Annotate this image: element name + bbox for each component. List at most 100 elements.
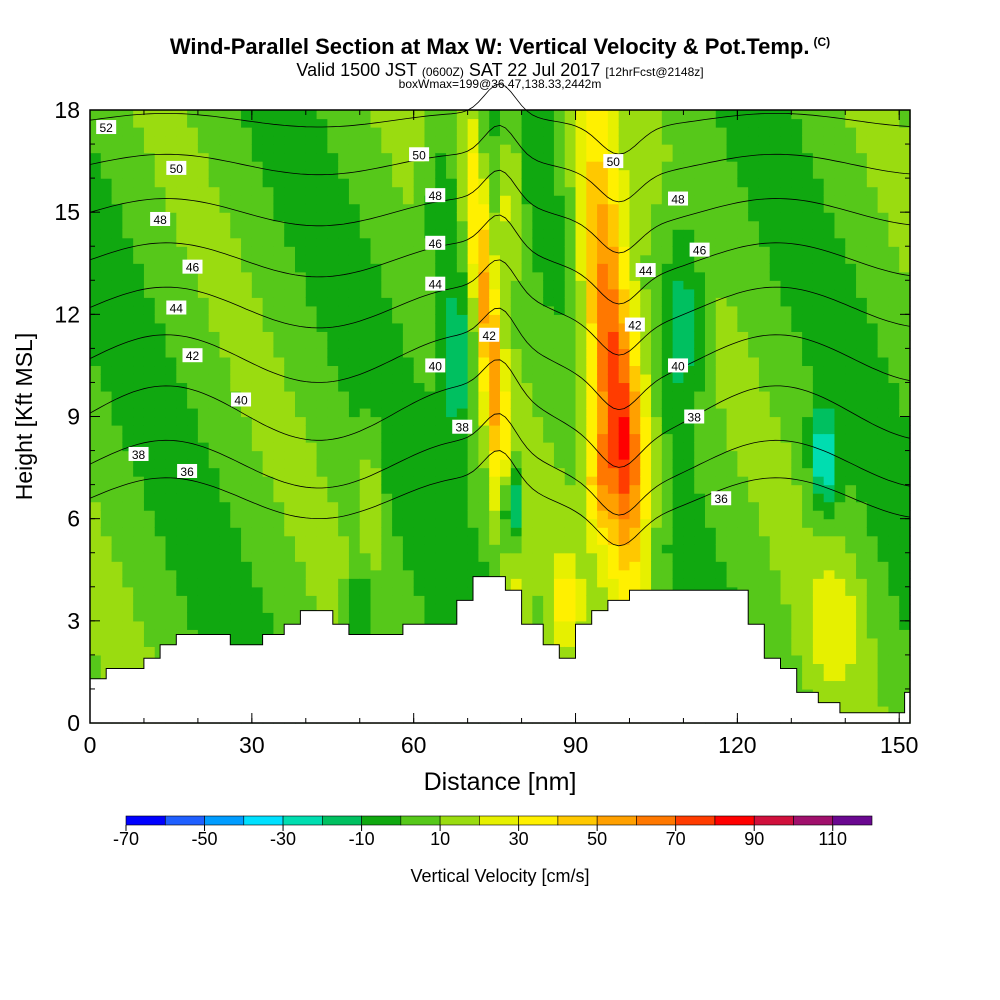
heatmap-cell <box>683 467 695 477</box>
heatmap-cell <box>413 322 426 332</box>
heatmap-cell <box>651 144 663 154</box>
heatmap-cell <box>489 169 501 179</box>
heatmap-cell <box>208 305 221 315</box>
heatmap-cell <box>553 297 566 307</box>
heatmap-cell <box>758 195 771 205</box>
heatmap-cell <box>133 544 145 554</box>
heatmap-cell <box>305 561 318 571</box>
heatmap-cell <box>176 620 188 630</box>
heatmap-cell <box>618 433 631 443</box>
heatmap-cell <box>758 586 771 596</box>
heatmap-cell <box>90 425 102 435</box>
heatmap-cell <box>618 169 631 179</box>
heatmap-cell <box>715 246 728 256</box>
heatmap-cell <box>143 127 156 137</box>
heatmap-cell <box>316 416 328 426</box>
heatmap-cell <box>251 297 264 307</box>
heatmap-cell <box>812 561 825 571</box>
heatmap-cell <box>262 178 275 188</box>
heatmap-cell <box>284 271 296 281</box>
heatmap-cell <box>651 118 663 128</box>
heatmap-cell <box>284 348 296 358</box>
heatmap-cell <box>133 280 145 290</box>
heatmap-cell <box>424 263 436 273</box>
heatmap-cell <box>392 544 404 554</box>
heatmap-cell <box>262 254 275 264</box>
heatmap-cell <box>176 152 188 162</box>
heatmap-cell <box>348 314 361 324</box>
heatmap-cell <box>802 382 814 392</box>
heatmap-cell <box>661 365 674 375</box>
heatmap-cell <box>694 237 706 247</box>
heatmap-cell <box>780 152 792 162</box>
heatmap-cell <box>230 373 242 384</box>
heatmap-cell <box>715 271 728 281</box>
heatmap-cell <box>553 552 566 562</box>
heatmap-cell <box>176 118 188 128</box>
heatmap-cell <box>694 135 706 145</box>
heatmap-cell <box>553 535 566 545</box>
heatmap-cell <box>111 527 123 537</box>
heatmap-cell <box>327 501 339 511</box>
heatmap-cell <box>413 356 426 367</box>
heatmap-cell <box>208 339 221 349</box>
heatmap-cell <box>359 578 372 588</box>
heatmap-cell <box>726 263 738 273</box>
heatmap-cell <box>305 501 318 511</box>
heatmap-cell <box>661 356 674 367</box>
heatmap-cell <box>510 237 523 247</box>
heatmap-cell <box>262 510 275 520</box>
heatmap-cell <box>208 356 221 367</box>
heatmap-cell <box>553 467 566 477</box>
heatmap-cell <box>327 493 339 503</box>
heatmap-cell <box>586 110 598 120</box>
heatmap-cell <box>197 195 210 205</box>
heatmap-cell <box>251 348 264 358</box>
heatmap-cell <box>532 552 544 562</box>
heatmap-cell <box>154 186 167 196</box>
heatmap-cell <box>640 459 652 469</box>
heatmap-cell <box>100 646 113 656</box>
heatmap-cell <box>413 399 426 409</box>
heatmap-cell <box>208 476 221 486</box>
heatmap-cell <box>359 620 372 630</box>
heatmap-cell <box>705 288 717 298</box>
heatmap-cell <box>564 203 577 213</box>
heatmap-cell <box>284 169 296 179</box>
heatmap-cell <box>338 433 350 443</box>
heatmap-cell <box>500 246 512 256</box>
heatmap-cell <box>705 144 717 154</box>
heatmap-cell <box>154 178 167 188</box>
heatmap-cell <box>564 561 577 571</box>
heatmap-cell <box>176 510 188 520</box>
heatmap-cell <box>370 373 382 384</box>
heatmap-cell <box>683 305 695 315</box>
heatmap-cell <box>607 476 620 486</box>
heatmap-cell <box>629 229 641 239</box>
heatmap-cell <box>197 110 210 120</box>
heatmap-cell <box>241 212 253 222</box>
heatmap-cell <box>510 407 523 418</box>
heatmap-cell <box>284 186 296 196</box>
heatmap-cell <box>564 263 577 273</box>
heatmap-cell <box>672 169 685 179</box>
heatmap-cell <box>154 203 167 213</box>
heatmap-cell <box>402 450 415 460</box>
heatmap-cell <box>154 595 167 605</box>
heatmap-cell <box>575 544 587 554</box>
heatmap-cell <box>586 305 598 315</box>
heatmap-cell <box>705 407 717 418</box>
heatmap-cell <box>100 637 113 647</box>
heatmap-cell <box>607 450 620 460</box>
heatmap-cell <box>661 442 674 452</box>
heatmap-cell <box>111 178 123 188</box>
heatmap-cell <box>737 510 749 520</box>
heatmap-cell <box>111 569 123 579</box>
heatmap-cell <box>651 510 663 520</box>
heatmap-cell <box>187 552 199 562</box>
heatmap-cell <box>618 390 631 401</box>
heatmap-cell <box>316 314 328 324</box>
heatmap-cell <box>618 297 631 307</box>
heatmap-cell <box>532 535 544 545</box>
heatmap-cell <box>143 212 156 222</box>
